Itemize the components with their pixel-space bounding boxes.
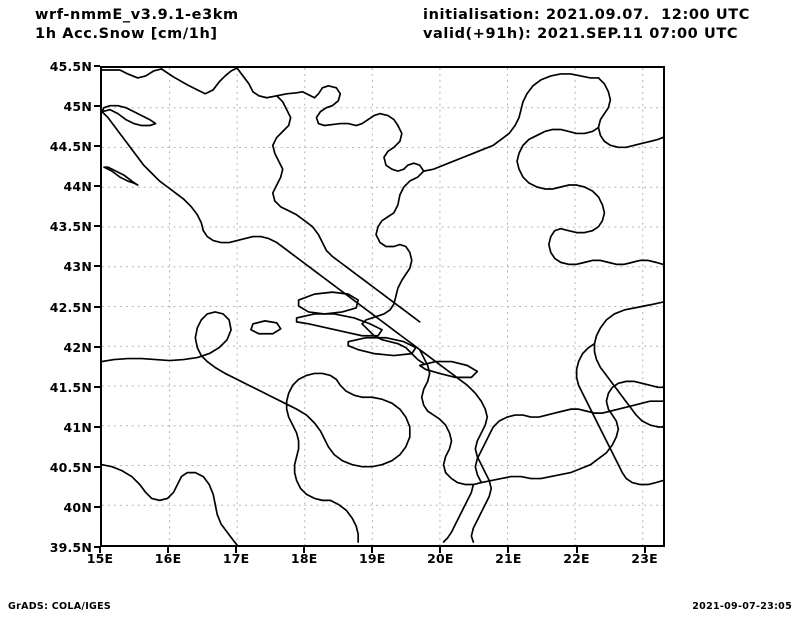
- coast-italy-tyrrhenian: [102, 463, 238, 545]
- y-axis-tick-mark: [94, 425, 100, 428]
- border-romania-bulgaria: [597, 77, 663, 149]
- x-axis-tick-mark: [235, 547, 238, 553]
- border-croatia-serbia-north: [383, 124, 425, 172]
- y-axis-tick-mark: [94, 185, 100, 188]
- y-axis-tick-mark: [94, 465, 100, 468]
- x-axis-tick-label: 16E: [154, 551, 182, 566]
- model-title: wrf-nmmE_v3.9.1-e3km: [35, 7, 239, 23]
- x-axis-tick-label: 23E: [631, 551, 658, 566]
- initialisation-time: initialisation: 2021.09.07. 12:00 UTC: [423, 7, 750, 23]
- grads-credit: GrADS: COLA/IGES: [8, 601, 112, 612]
- y-axis-tick-label: 44.5N: [49, 139, 92, 155]
- valid-time: valid(+91h): 2021.SEP.11 07:00 UTC: [423, 26, 739, 42]
- border-slovenia-hungary: [160, 68, 238, 95]
- coast-italy-adriatic: [102, 311, 411, 468]
- x-axis-tick-mark: [167, 547, 170, 553]
- island-vis: [250, 320, 282, 335]
- y-axis-tick-mark: [94, 305, 100, 308]
- field-title: 1h Acc.Snow [cm/1h]: [35, 26, 218, 42]
- border-croatia-hungary: [236, 68, 399, 127]
- y-axis-tick-label: 44N: [63, 179, 92, 195]
- coast-istria: [102, 104, 157, 127]
- x-axis-tick-label: 20E: [427, 551, 454, 566]
- y-axis-tick-mark: [94, 345, 100, 348]
- island-korcula: [418, 360, 479, 379]
- y-axis-tick-mark: [94, 505, 100, 508]
- x-axis-tick-mark: [575, 547, 578, 553]
- x-axis-tick-label: 21E: [495, 551, 522, 566]
- y-axis-tick-label: 41.5N: [49, 379, 92, 395]
- map-plot-area: [100, 66, 665, 547]
- y-axis-tick-label: 43.5N: [49, 219, 92, 235]
- coastline-and-borders: [102, 68, 663, 545]
- coast-montenegro-albania: [458, 378, 493, 543]
- y-axis-tick-label: 45.5N: [49, 59, 92, 74]
- coast-greece-thermaic: [575, 342, 663, 486]
- border-albania-north: [418, 348, 483, 486]
- header-right-block: initialisation: 2021.09.07. 12:00 UTC va…: [423, 6, 793, 44]
- y-axis-tick-mark: [94, 265, 100, 268]
- border-macedonia-south: [480, 380, 663, 484]
- x-axis-tick-label: 17E: [222, 551, 250, 566]
- coast-dalmatia-mainland: [102, 110, 461, 381]
- x-axis-tick-mark: [303, 547, 306, 553]
- coast-italy-south: [329, 499, 360, 543]
- border-bosnia-serbia: [361, 170, 425, 325]
- y-axis-tick-mark: [94, 65, 100, 67]
- y-axis-tick-label: 43N: [63, 259, 92, 275]
- border-bosnia-croatia: [271, 94, 421, 323]
- coast-italy-puglia-gulf: [285, 372, 363, 502]
- x-axis-tick-label: 19E: [359, 551, 386, 566]
- y-axis-tick-mark: [94, 225, 100, 228]
- coast-kvarner-inlet: [103, 166, 139, 186]
- y-axis-tick-mark: [94, 546, 100, 548]
- y-axis-tick-label: 41N: [63, 419, 92, 435]
- x-axis-tick-mark: [439, 547, 442, 553]
- border-bulgaria-serbia: [516, 126, 663, 266]
- border-albania-greece-west: [442, 483, 475, 543]
- y-axis-tick-label: 42N: [63, 339, 92, 355]
- border-north-west: [102, 68, 163, 79]
- border-macedonia-north: [474, 400, 663, 484]
- x-axis-tick-label: 15E: [86, 551, 114, 566]
- x-axis-tick-label: 18E: [290, 551, 318, 566]
- x-axis-tick-label: 22E: [563, 551, 590, 566]
- y-axis-tick-label: 42.5N: [49, 299, 92, 315]
- y-axis-tick-mark: [94, 145, 100, 148]
- x-axis-tick-mark: [507, 547, 510, 553]
- header-left-block: wrf-nmmE_v3.9.1-e3km 1h Acc.Snow [cm/1h]: [35, 6, 395, 44]
- render-timestamp: 2021-09-07-23:05: [692, 601, 792, 612]
- y-axis-tick-label: 39.5N: [49, 540, 92, 555]
- x-axis-tick-mark: [643, 547, 646, 553]
- border-serbia-romania-danube: [422, 73, 600, 172]
- border-serbia-west: [361, 323, 425, 365]
- x-axis-tick-mark: [371, 547, 374, 553]
- y-axis-tick-label: 40.5N: [49, 459, 92, 475]
- y-axis-tick-label: 40N: [63, 499, 92, 515]
- island-kornati-chain: [295, 313, 383, 337]
- x-axis-tick-mark: [99, 547, 101, 553]
- coast-greece-aegean: [593, 301, 663, 428]
- y-axis-tick-mark: [94, 105, 100, 108]
- y-axis-tick-mark: [94, 385, 100, 388]
- island-dugi-otok: [297, 291, 360, 315]
- y-axis-tick-label: 45N: [63, 99, 92, 115]
